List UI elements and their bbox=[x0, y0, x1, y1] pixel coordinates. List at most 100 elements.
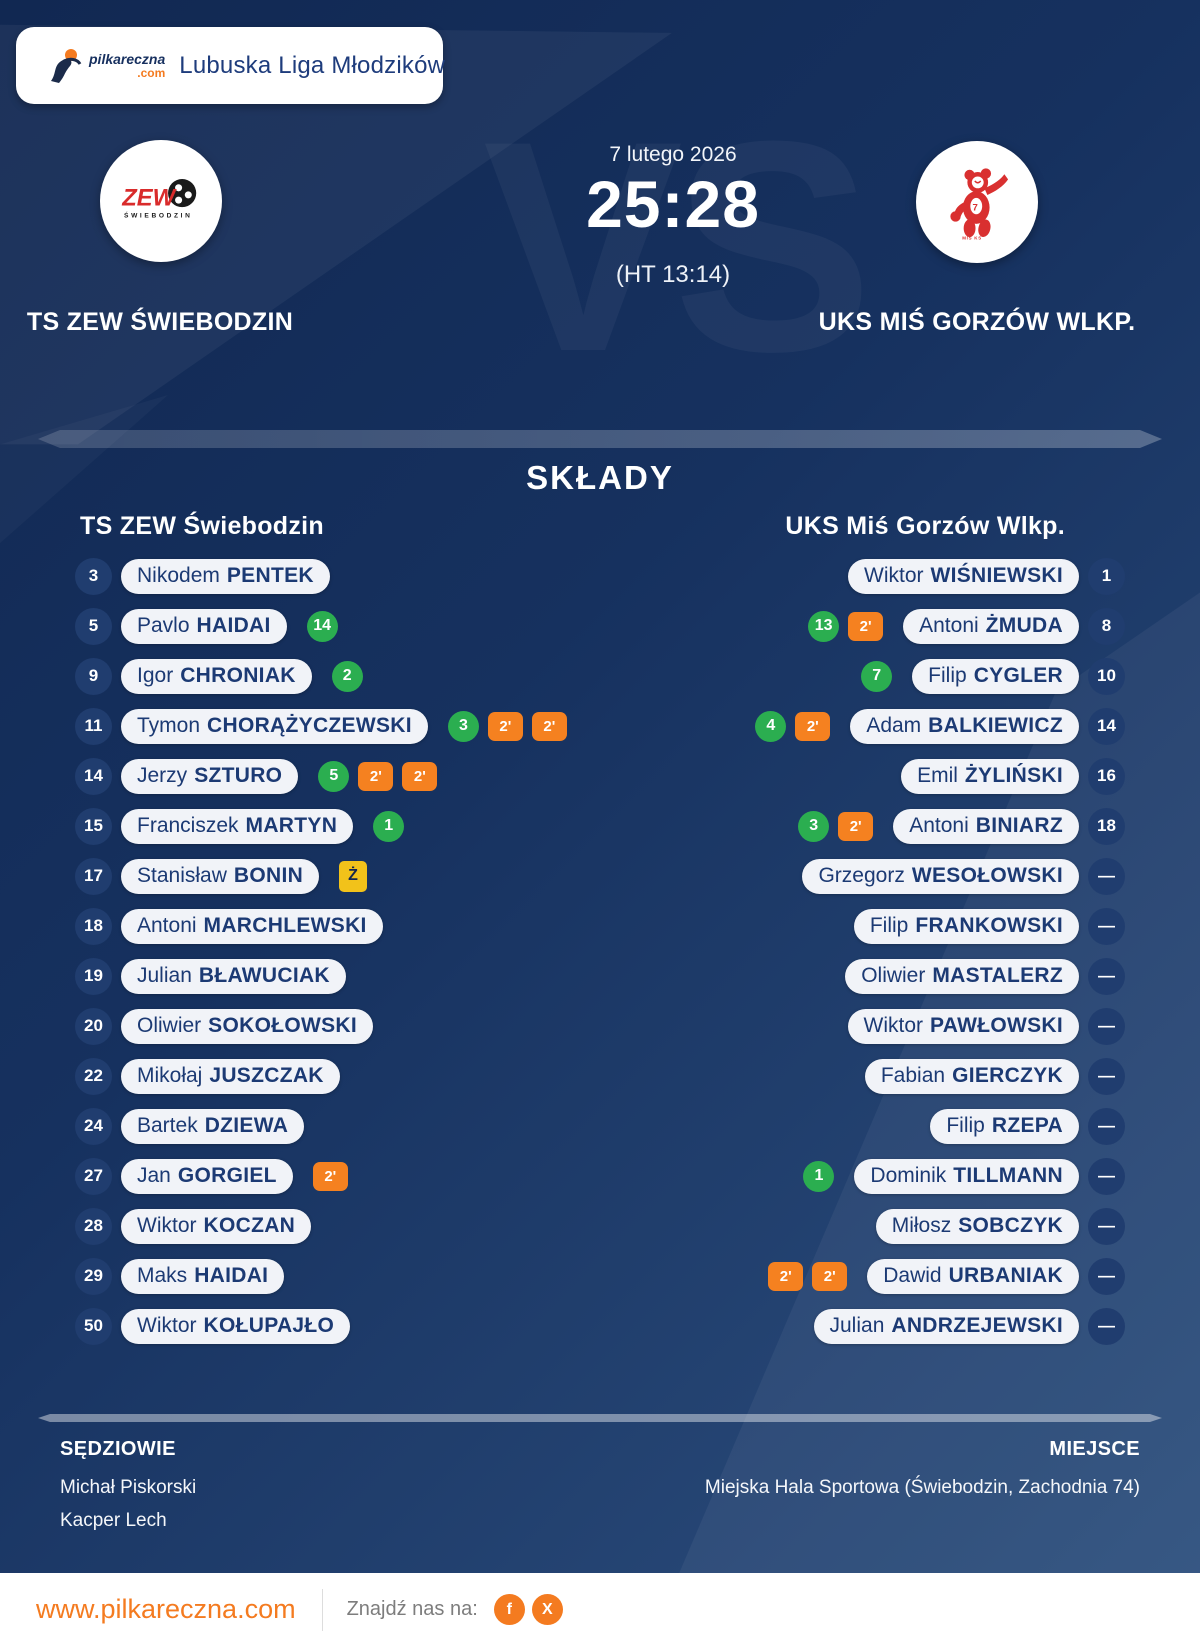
away-roster: Wiktor WIŚNIEWSKI 1 13 2' Antoni ŻMUDA 8 7 Filip C… bbox=[485, 551, 1125, 1351]
player-first-name: Antoni bbox=[137, 914, 197, 937]
two-minute-penalty-badge: 2' bbox=[358, 761, 394, 791]
svg-text:ŚWIEBODZIN: ŚWIEBODZIN bbox=[124, 211, 193, 220]
player-first-name: Oliwier bbox=[861, 964, 926, 987]
player-row: 18 Antoni MARCHLEWSKI bbox=[75, 901, 715, 951]
player-first-name: Wiktor bbox=[137, 1314, 197, 1337]
player-number-badge: 1 bbox=[1088, 557, 1125, 595]
goals-count-badge: 3 bbox=[447, 710, 479, 742]
player-number-badge: 29 bbox=[75, 1257, 112, 1295]
two-minute-penalty-badge: 2' bbox=[402, 761, 438, 791]
player-last-name: BALKIEWICZ bbox=[928, 714, 1063, 737]
handball-player-icon bbox=[51, 48, 82, 83]
facebook-icon[interactable]: f bbox=[493, 1594, 525, 1625]
player-last-name: CYGLER bbox=[973, 664, 1063, 687]
player-name-pill: Dawid URBANIAK bbox=[867, 1258, 1079, 1294]
player-number-badge: — bbox=[1088, 1057, 1125, 1095]
player-last-name: SOBCZYK bbox=[958, 1214, 1063, 1237]
player-last-name: SZTURO bbox=[194, 764, 283, 787]
player-first-name: Nikodem bbox=[137, 564, 220, 587]
two-minute-penalty-badge: 2' bbox=[531, 711, 567, 741]
player-name-pill: Maks HAIDAI bbox=[121, 1258, 285, 1294]
player-row: Wiktor WIŚNIEWSKI 1 bbox=[485, 551, 1125, 601]
two-minute-penalty-badge: 2' bbox=[487, 711, 523, 741]
player-row: 7 Filip CYGLER 10 bbox=[485, 651, 1125, 701]
away-team-name: UKS MIŚ GORZÓW WLKP. bbox=[818, 308, 1136, 336]
match-date: 7 lutego 2026 bbox=[609, 143, 737, 166]
player-name-pill: Franciszek MARTYN bbox=[121, 808, 354, 844]
player-last-name: RZEPA bbox=[991, 1114, 1063, 1137]
player-name-pill: Filip CYGLER bbox=[912, 658, 1079, 694]
player-last-name: BONIN bbox=[233, 864, 304, 887]
footer-separator bbox=[321, 1588, 323, 1631]
player-name-pill: Miłosz SOBCZYK bbox=[875, 1208, 1079, 1244]
two-minute-penalty-badge: 2' bbox=[838, 811, 874, 841]
player-first-name: Pavlo bbox=[137, 614, 190, 637]
player-number-badge: — bbox=[1088, 1007, 1125, 1045]
player-name-pill: Tymon CHORĄŻYCZEWSKI bbox=[121, 708, 428, 744]
player-row: 3 Nikodem PENTEK bbox=[75, 551, 715, 601]
player-last-name: CHORĄŻYCZEWSKI bbox=[207, 714, 412, 737]
goals-count-badge: 2 bbox=[331, 660, 363, 692]
player-first-name: Bartek bbox=[137, 1114, 198, 1137]
player-last-name: HAIDAI bbox=[196, 614, 271, 637]
x-twitter-icon[interactable]: X bbox=[531, 1594, 563, 1625]
player-number-badge: — bbox=[1088, 857, 1125, 895]
player-last-name: WIŚNIEWSKI bbox=[930, 564, 1063, 587]
player-number-badge: 11 bbox=[75, 707, 112, 745]
player-number-badge: 22 bbox=[75, 1057, 112, 1095]
final-score: 25:28 bbox=[586, 167, 760, 241]
home-team-name: TS ZEW ŚWIEBODZIN bbox=[26, 308, 294, 336]
player-number-badge: 10 bbox=[1088, 657, 1125, 695]
player-name-pill: Fabian GIERCZYK bbox=[864, 1058, 1079, 1094]
website-link[interactable]: www.pilkareczna.com bbox=[36, 1594, 296, 1624]
two-minute-penalty-badge: 2' bbox=[795, 711, 831, 741]
referees-block: SĘDZIOWIE Michał Piskorski Kacper Lech bbox=[60, 1438, 196, 1537]
player-first-name: Antoni bbox=[919, 614, 979, 637]
lineups-section-title: SKŁADY bbox=[526, 459, 674, 496]
player-first-name: Tymon bbox=[137, 714, 201, 737]
player-last-name: GIERCZYK bbox=[952, 1064, 1063, 1087]
goals-count-badge: 4 bbox=[755, 710, 787, 742]
home-lineup-header: TS ZEW Świebodzin bbox=[80, 512, 324, 540]
away-team-logo: 7 MIŚ KS bbox=[916, 141, 1038, 263]
player-row: 14 Jerzy SZTURO 5 2' 2' bbox=[75, 751, 715, 801]
player-first-name: Stanisław bbox=[137, 864, 227, 887]
player-first-name: Emil bbox=[917, 764, 958, 787]
away-lineup-header: UKS Miś Gorzów Wlkp. bbox=[785, 512, 1065, 540]
player-row: 1 Dominik TILLMANN — bbox=[485, 1151, 1125, 1201]
player-last-name: PAWŁOWSKI bbox=[930, 1014, 1063, 1037]
player-first-name: Igor bbox=[137, 664, 174, 687]
player-number-badge: 8 bbox=[1088, 607, 1125, 645]
player-name-pill: Oliwier MASTALERZ bbox=[845, 958, 1079, 994]
player-name-pill: Antoni BINIARZ bbox=[893, 808, 1079, 844]
player-first-name: Oliwier bbox=[137, 1014, 202, 1037]
player-name-pill: Jan GORGIEL bbox=[121, 1158, 293, 1194]
player-name-pill: Jerzy SZTURO bbox=[121, 758, 299, 794]
player-first-name: Julian bbox=[137, 964, 192, 987]
player-name-pill: Filip FRANKOWSKI bbox=[853, 908, 1079, 944]
player-row: 5 Pavlo HAIDAI 14 bbox=[75, 601, 715, 651]
player-name-pill: Dominik TILLMANN bbox=[854, 1158, 1079, 1194]
player-row: 22 Mikołaj JUSZCZAK bbox=[75, 1051, 715, 1101]
player-name-pill: Nikodem PENTEK bbox=[121, 558, 330, 594]
player-number-badge: 14 bbox=[1088, 707, 1125, 745]
player-row: Emil ŻYLIŃSKI 16 bbox=[485, 751, 1125, 801]
player-last-name: WESOŁOWSKI bbox=[911, 864, 1063, 887]
player-last-name: TILLMANN bbox=[953, 1164, 1063, 1187]
player-row: 15 Franciszek MARTYN 1 bbox=[75, 801, 715, 851]
player-number-badge: 15 bbox=[75, 807, 112, 845]
player-last-name: HAIDAI bbox=[194, 1264, 269, 1287]
player-row: 27 Jan GORGIEL 2' bbox=[75, 1151, 715, 1201]
player-row: 24 Bartek DZIEWA bbox=[75, 1101, 715, 1151]
player-first-name: Antoni bbox=[909, 814, 969, 837]
player-first-name: Filip bbox=[869, 914, 909, 937]
player-first-name: Wiktor bbox=[137, 1214, 197, 1237]
player-name-pill: Wiktor KOCZAN bbox=[121, 1208, 312, 1244]
player-first-name: Mikołaj bbox=[137, 1064, 203, 1087]
player-row: Wiktor PAWŁOWSKI — bbox=[485, 1001, 1125, 1051]
player-name-pill: Pavlo HAIDAI bbox=[121, 608, 287, 644]
player-last-name: KOCZAN bbox=[203, 1214, 296, 1237]
player-row: 3 2' Antoni BINIARZ 18 bbox=[485, 801, 1125, 851]
referee-name: Kacper Lech bbox=[60, 1510, 167, 1531]
player-last-name: SOKOŁOWSKI bbox=[208, 1014, 358, 1037]
